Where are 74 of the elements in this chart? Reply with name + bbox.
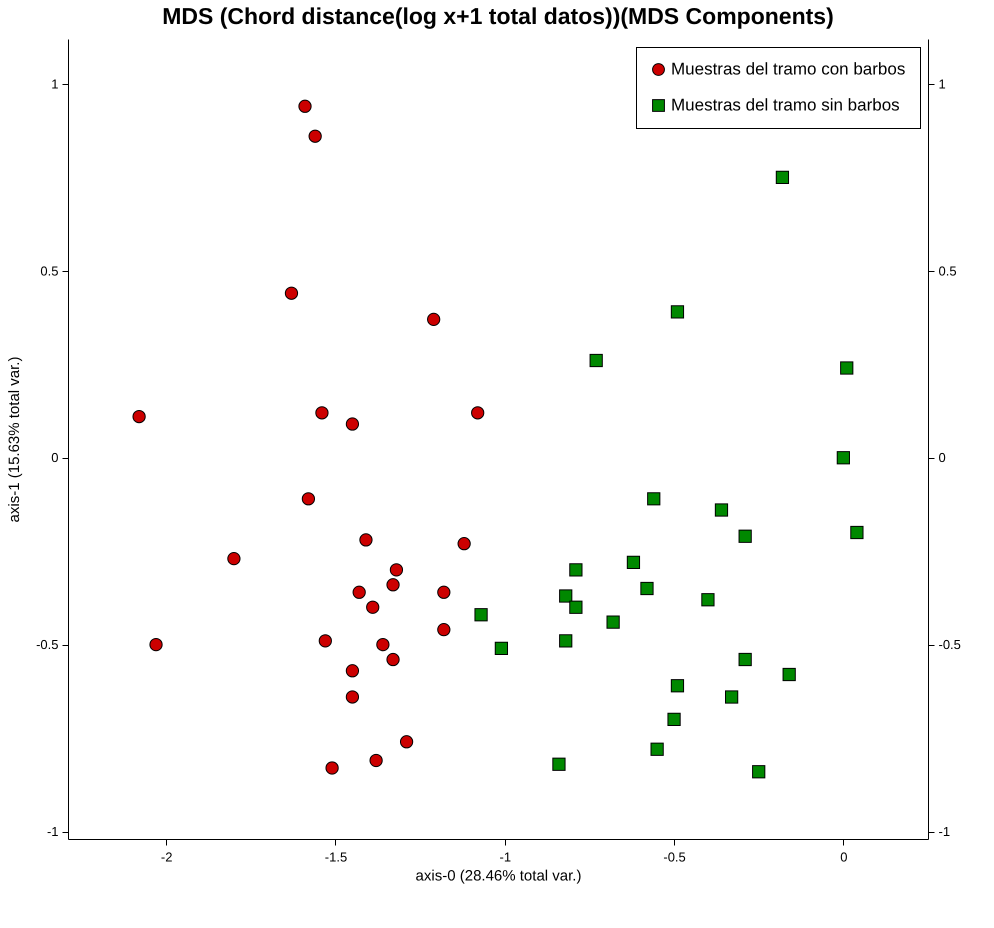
point — [149, 638, 163, 652]
point — [471, 406, 484, 420]
point — [782, 668, 796, 682]
x-tick-label: -2 — [160, 850, 172, 864]
point — [132, 410, 146, 424]
y-tick-label: 1 — [51, 76, 58, 92]
y2-tick-label: 0 — [938, 450, 946, 466]
point — [670, 305, 684, 319]
point — [427, 312, 440, 326]
point — [386, 578, 400, 592]
point — [752, 765, 766, 778]
x-tick-label: -1.5 — [324, 850, 348, 864]
y-axis-title: axis-1 (15.63% total var.) — [6, 356, 24, 522]
point — [725, 690, 738, 704]
y-tick-label: -1 — [46, 824, 58, 840]
point — [552, 758, 566, 771]
y2-tick-label: 0.5 — [938, 263, 957, 278]
point — [559, 634, 572, 648]
point — [346, 690, 360, 704]
point — [474, 608, 488, 622]
point — [626, 556, 640, 569]
y-tick-label: -0.5 — [36, 637, 58, 652]
point — [647, 492, 660, 506]
point — [346, 417, 360, 431]
point — [346, 664, 360, 678]
point — [569, 563, 582, 576]
point — [376, 638, 390, 652]
point — [227, 552, 241, 566]
point — [318, 634, 332, 648]
point — [640, 582, 654, 596]
y2-tick-label: -1 — [938, 824, 950, 840]
point — [701, 593, 715, 606]
point — [606, 616, 620, 629]
y2-tick-label: -0.5 — [938, 637, 961, 652]
point — [390, 563, 404, 576]
x-axis-title: axis-0 (28.46% total var.) — [416, 868, 582, 884]
point — [298, 100, 312, 113]
y-tick-label: 0 — [51, 450, 58, 466]
point — [776, 170, 790, 184]
point — [667, 712, 681, 726]
point — [559, 589, 572, 603]
point — [590, 354, 603, 368]
x-tick-label: -0.5 — [663, 850, 686, 864]
legend-label: Muestras del tramo sin barbos — [671, 96, 900, 114]
point — [738, 652, 752, 666]
point — [359, 533, 373, 547]
y2-tick-label: 1 — [938, 76, 946, 92]
point — [437, 586, 450, 599]
point — [670, 679, 684, 692]
point — [284, 286, 298, 300]
point — [836, 451, 850, 464]
legend-label: Muestras del tramo con barbos — [671, 60, 906, 78]
point — [569, 600, 582, 614]
point — [738, 530, 752, 543]
point — [714, 503, 728, 517]
point — [302, 492, 316, 506]
point — [494, 642, 508, 655]
point — [650, 742, 664, 756]
point — [437, 623, 450, 636]
point — [369, 754, 383, 768]
point — [352, 586, 366, 599]
point — [315, 406, 329, 420]
chart-title: MDS (Chord distance(log x+1 total datos))(MDS Components) — [162, 3, 834, 29]
x-tick-label: -1 — [499, 850, 512, 864]
point — [400, 735, 414, 748]
point — [386, 652, 400, 666]
point — [366, 600, 380, 614]
point — [850, 526, 864, 540]
point — [840, 361, 854, 375]
point — [325, 761, 339, 775]
x-tick-label: 0 — [840, 850, 848, 864]
point — [308, 130, 322, 143]
y-tick-label: 0.5 — [40, 263, 58, 278]
point — [458, 537, 471, 550]
